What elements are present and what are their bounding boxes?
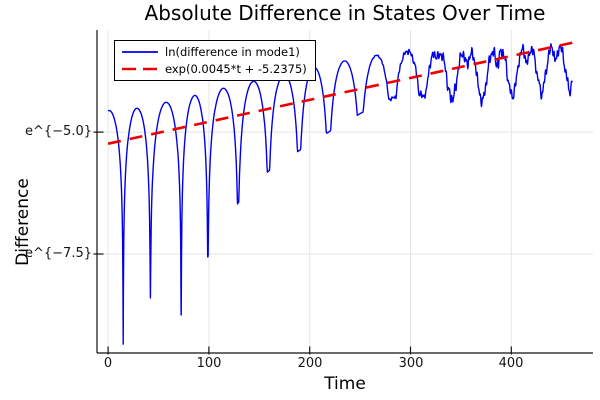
chart-title: Absolute Difference in States Over Time: [144, 1, 546, 25]
legend: ln(difference in mode1) exp(0.0045*t + -…: [114, 40, 316, 81]
y-tick-label: e^{−5.0}: [25, 124, 92, 139]
x-tick-label: 200: [297, 356, 323, 371]
legend-label: ln(difference in mode1): [165, 44, 300, 59]
dashed-line-sample-icon: [122, 67, 158, 70]
x-tick-label: 100: [196, 356, 222, 371]
x-axis-label: Time: [324, 374, 366, 394]
x-tick-label: 400: [498, 356, 524, 371]
legend-entry-ln-difference: ln(difference in mode1): [121, 43, 307, 60]
x-tick-label: 300: [398, 356, 424, 371]
legend-label: exp(0.0045*t + -5.2375): [165, 61, 307, 76]
solid-line-sample-icon: [122, 50, 158, 53]
y-axis-label: Difference: [13, 178, 33, 266]
y-tick-label: e^{−7.5}: [25, 246, 92, 261]
legend-entry-exp-fit: exp(0.0045*t + -5.2375): [121, 60, 307, 77]
x-tick-label: 0: [103, 356, 113, 371]
